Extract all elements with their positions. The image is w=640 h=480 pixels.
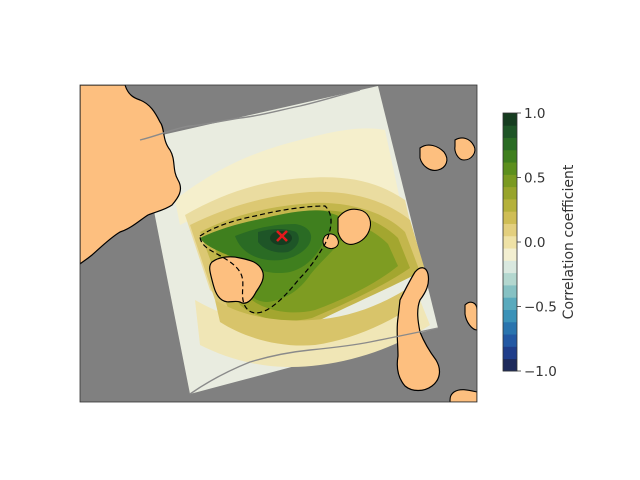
significance-contour <box>199 205 332 314</box>
colorbar-segment <box>503 174 517 188</box>
colorbar-segment <box>503 248 517 261</box>
svalbard-island <box>209 256 264 304</box>
colorbar-segment <box>503 321 517 335</box>
yamal-edge <box>464 301 477 331</box>
colorbar-segment <box>503 334 517 347</box>
colorbar-segments <box>503 113 517 372</box>
correlation-field <box>140 86 438 394</box>
colorbar: −1.0 −0.5 0.0 0.5 1.0 Correlation coefficien… <box>502 106 577 380</box>
colorbar-tick-label: 0.0 <box>524 235 545 251</box>
colorbar-segment <box>503 223 517 237</box>
colorbar-label: Correlation coefficient <box>561 164 577 319</box>
map-axes <box>79 84 478 403</box>
colorbar-segment <box>503 260 517 274</box>
novaya-zemlya-landmass <box>396 267 441 392</box>
small-island <box>322 233 339 249</box>
map-frame <box>79 84 478 403</box>
sea-ice-edge <box>139 89 361 141</box>
colorbar-tick-label: 1.0 <box>524 106 545 122</box>
sea-ice-edge-south <box>189 327 439 395</box>
colorbar-tick-label: −0.5 <box>524 300 557 316</box>
colorbar-segment <box>503 358 517 372</box>
island-northeast-2 <box>454 137 476 161</box>
colorbar-segment <box>503 186 517 200</box>
colorbar-segment <box>503 211 517 224</box>
island-northeast <box>419 144 448 171</box>
colorbar-segment <box>503 235 517 249</box>
colorbar-ticks: −1.0 −0.5 0.0 0.5 1.0 <box>517 106 557 380</box>
colorbar-segment <box>503 113 517 126</box>
mainland-corner <box>449 389 477 402</box>
colorbar-tick-label: −1.0 <box>524 364 557 380</box>
colorbar-segment <box>503 137 517 151</box>
reference-point-marker <box>276 230 288 242</box>
colorbar-segment <box>503 125 517 138</box>
colorbar-segment <box>503 199 517 212</box>
greenland-landmass <box>80 85 182 265</box>
colorbar-segment <box>503 285 517 298</box>
colorbar-segment <box>503 346 517 360</box>
colorbar-tick-label: 0.5 <box>524 171 545 187</box>
colorbar-segment <box>503 272 517 286</box>
colorbar-segment <box>503 297 517 310</box>
colorbar-segment <box>503 309 517 323</box>
franz-josef-island <box>337 208 372 245</box>
colorbar-segment <box>503 149 517 163</box>
colorbar-segment <box>503 162 517 175</box>
